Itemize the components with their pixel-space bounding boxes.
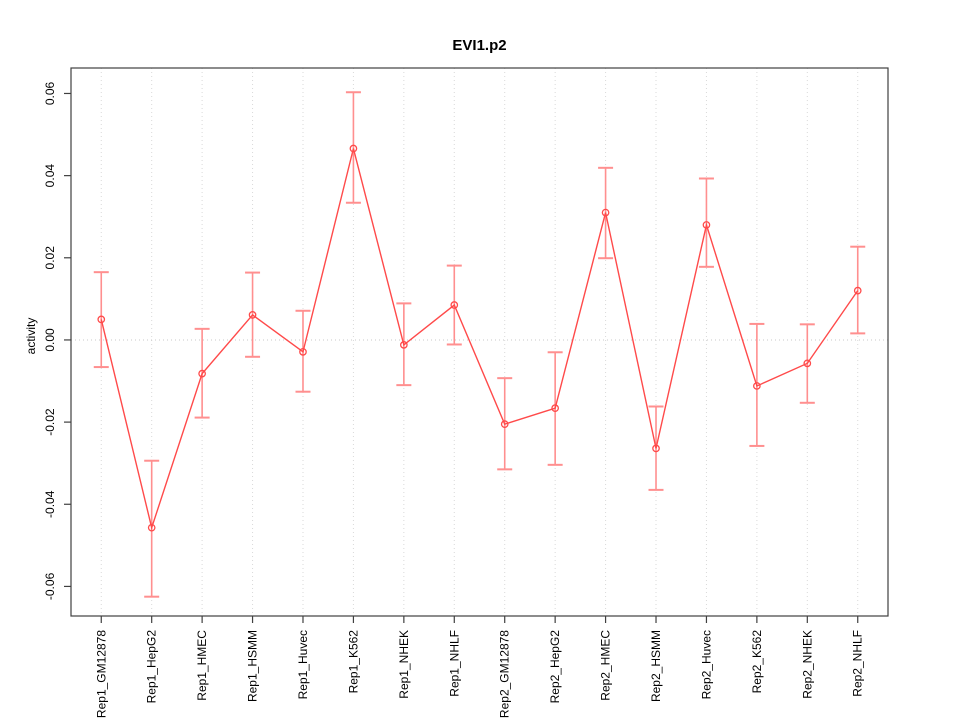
gridlines [71, 68, 888, 616]
x-tick-label: Rep1_NHLF [447, 630, 461, 697]
data-point [97, 315, 106, 324]
x-tick-label: Rep2_NHEK [800, 630, 814, 699]
x-tick-label: Rep1_K562 [346, 630, 360, 694]
y-tick-label: 0.06 [43, 81, 57, 105]
x-tick-label: Rep1_HepG2 [145, 630, 159, 704]
data-point [702, 221, 711, 229]
x-tick-label: Rep1_Huvec [296, 630, 310, 699]
x-tick-label: Rep2_HSMM [649, 630, 663, 702]
data-point [248, 311, 257, 319]
plot-border [70, 67, 889, 617]
y-axis-label: activity [24, 318, 38, 355]
x-tick-label: Rep2_HepG2 [548, 630, 562, 704]
data-point [349, 144, 358, 153]
data-point [147, 523, 156, 532]
data-point [450, 301, 459, 309]
data-point [299, 348, 307, 356]
data-point [853, 286, 862, 295]
y-tick-label: 0.02 [43, 246, 57, 270]
x-tick-label: Rep2_GM12878 [498, 630, 512, 718]
data-point [198, 369, 206, 378]
y-tick-label: 0.00 [43, 328, 57, 352]
data-point [500, 420, 509, 429]
y-tick-label: -0.06 [43, 572, 57, 600]
x-tick-label: Rep1_HSMM [246, 630, 260, 702]
x-tick-label: Rep2_K562 [750, 630, 764, 694]
x-tick-label: Rep2_NHLF [851, 630, 865, 697]
data-series [93, 91, 866, 598]
data-point [652, 444, 660, 453]
x-tick-label: Rep1_HMEC [195, 630, 209, 701]
series-line [100, 148, 859, 531]
x-tick-label: Rep2_Huvec [699, 630, 713, 699]
data-point [601, 208, 610, 217]
data-point [753, 382, 761, 390]
y-tick-label: -0.04 [43, 490, 57, 518]
x-tick-label: Rep2_HMEC [599, 630, 613, 701]
x-tick-label: Rep1_GM12878 [94, 630, 108, 718]
data-point [551, 404, 559, 412]
data-point [803, 359, 812, 368]
chart-title: EVI1.p2 [452, 37, 506, 54]
x-tick-label: Rep1_NHEK [397, 630, 411, 699]
axes: 0.06 0.04 0.02 0.00 -0.02 -0.04 -0.06 Rep1_GM12… [43, 67, 889, 718]
y-tick-label: 0.04 [43, 164, 57, 188]
data-point [400, 341, 408, 349]
y-tick-label: -0.02 [43, 408, 57, 436]
